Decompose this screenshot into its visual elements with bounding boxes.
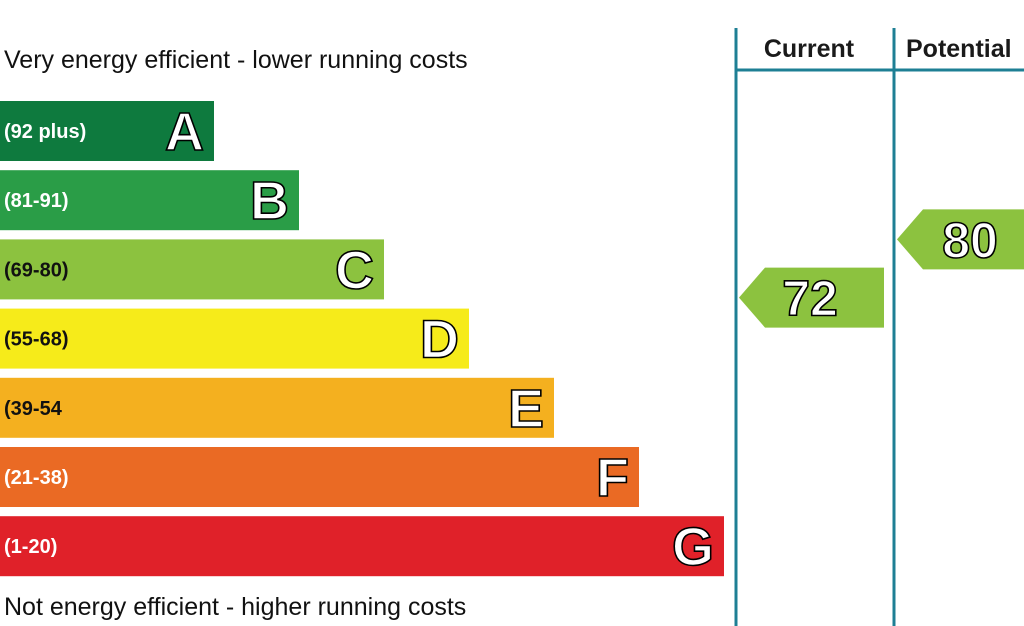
band-a-bar xyxy=(0,101,214,161)
band-b-letter: B xyxy=(250,171,289,231)
band-a-range: (92 plus) xyxy=(4,121,86,143)
band-g-bar xyxy=(0,516,724,577)
band-e-bar xyxy=(0,377,554,438)
band-d-letter: D xyxy=(420,310,459,370)
potential-rating-arrow xyxy=(897,209,1024,270)
band-c-letter: C xyxy=(335,240,374,300)
potential-rating-value: 80 xyxy=(942,212,998,268)
band-d-range: (55-68) xyxy=(4,329,68,351)
efficient-caption: Very energy efficient - lower running co… xyxy=(4,46,468,74)
band-f-letter: F xyxy=(596,448,629,508)
band-e-letter: E xyxy=(508,379,544,439)
band-c-bar xyxy=(0,239,384,300)
band-b-bar xyxy=(0,170,299,231)
band-g-letter: G xyxy=(672,517,714,577)
band-b-range: (81-91) xyxy=(4,190,68,212)
current-rating-arrow xyxy=(739,267,884,328)
band-a-letter: A xyxy=(165,102,204,162)
band-e-range: (39-54 xyxy=(4,398,63,420)
band-f-bar xyxy=(0,447,639,507)
inefficient-caption: Not energy efficient - higher running co… xyxy=(4,593,467,621)
band-f-range: (21-38) xyxy=(4,467,68,489)
band-c-range: (69-80) xyxy=(4,259,68,281)
current-rating-value: 72 xyxy=(782,271,838,327)
current-column-header: Current xyxy=(764,35,855,63)
potential-column-header: Potential xyxy=(906,35,1012,63)
band-d-bar xyxy=(0,308,469,369)
band-g-range: (1-20) xyxy=(4,536,57,558)
